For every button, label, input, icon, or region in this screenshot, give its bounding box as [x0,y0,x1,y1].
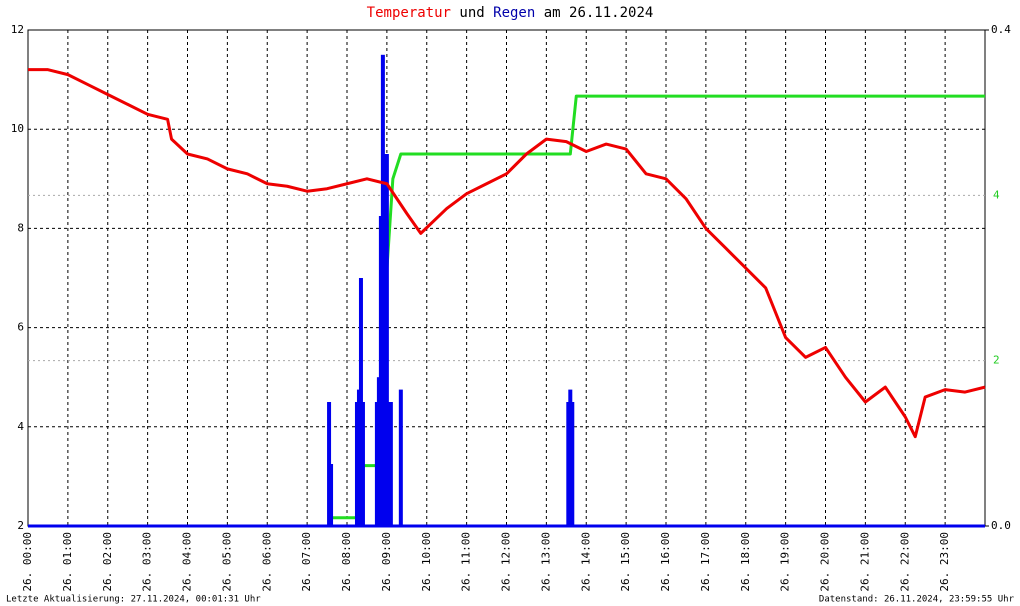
x-tick-label: 26. 18:00 [739,532,752,592]
y-tick-label: 12 [11,23,24,36]
x-tick-label: 26. 06:00 [260,532,273,592]
bar [398,389,403,526]
title-part: und [459,5,484,21]
chart-title: Temperatur und Regen am 26.11.2024 [367,5,654,21]
y3-tick-label: 2 [993,354,1000,367]
y-tick-label: 10 [11,122,24,135]
x-tick-label: 26. 07:00 [300,532,313,592]
bar [384,154,389,526]
x-tick-label: 26. 15:00 [619,532,632,592]
footer-right: Datenstand: 26.11.2024, 23:59:55 Uhr [819,595,1015,605]
x-tick-label: 26. 14:00 [579,532,592,592]
x-tick-label: 26. 20:00 [819,532,832,592]
footer-left: Letzte Aktualisierung: 27.11.2024, 00:01… [6,595,261,605]
y2-tick-label: 0.0 [991,519,1011,532]
x-tick-label: 26. 19:00 [779,532,792,592]
x-tick-label: 26. 13:00 [539,532,552,592]
x-tick-label: 26. 22:00 [898,532,911,592]
x-tick-label: 26. 03:00 [141,532,154,592]
data-line [28,94,985,528]
title-part: Regen [493,5,535,21]
x-tick-label: 26. 11:00 [460,532,473,592]
title-part: Temperatur [367,5,451,21]
x-tick-label: 26. 04:00 [181,532,194,592]
x-tick-label: 26. 23:00 [938,532,951,592]
x-tick-label: 26. 05:00 [220,532,233,592]
x-tick-label: 26. 02:00 [101,532,114,592]
x-tick-label: 26. 16:00 [659,532,672,592]
bar [329,464,334,526]
x-tick-label: 26. 00:00 [21,532,34,592]
x-tick-label: 26. 10:00 [420,532,433,592]
x-tick-label: 26. 01:00 [61,532,74,592]
bar [388,402,393,526]
y3-tick-label: 4 [993,188,1000,201]
y-tick-label: 8 [17,221,24,234]
data-line [28,68,986,439]
x-tick-label: 26. 21:00 [858,532,871,592]
y-tick-label: 2 [17,519,24,532]
y2-tick-label: 0.4 [991,23,1011,36]
x-tick-label: 26. 08:00 [340,532,353,592]
title-part: am 26.11.2024 [544,5,654,21]
x-tick-label: 26. 12:00 [500,532,513,592]
y-tick-label: 6 [17,321,24,334]
bar [360,402,365,526]
bar [570,402,575,526]
y-tick-label: 4 [17,420,24,433]
x-tick-label: 26. 17:00 [699,532,712,592]
x-tick-label: 26. 09:00 [380,532,393,592]
